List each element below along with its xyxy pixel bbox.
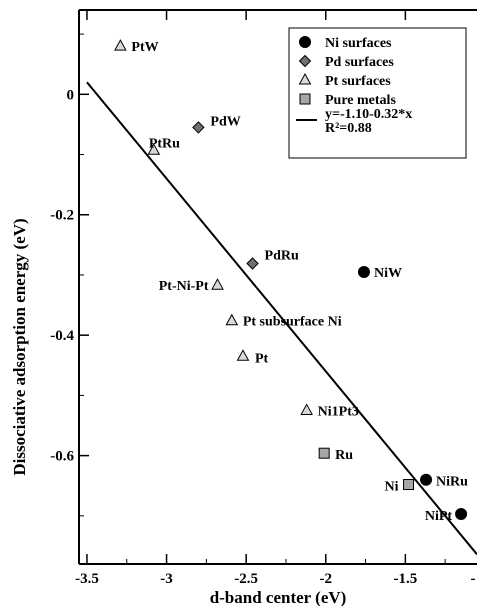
point-label: Ni1Pt3 (318, 404, 359, 419)
x-tick-label-truncated: - (471, 571, 476, 587)
legend: Ni surfaces Pd surfaces Pt surfaces Pure me… (289, 28, 466, 158)
x-axis-title: d-band center (eV) (210, 588, 347, 606)
point-label: PdW (210, 114, 240, 129)
legend-marker-circle (300, 37, 311, 48)
legend-fit-equation: y=-1.10-0.32*x (325, 107, 412, 122)
point-label: PdRu (265, 249, 299, 264)
point-label: Pt-Ni-Pt (159, 279, 209, 294)
legend-label: Pt surfaces (325, 74, 391, 89)
data-point-ru (319, 448, 329, 458)
point-label: NiPt (425, 509, 453, 524)
point-label: Pt (255, 351, 269, 366)
point-label: NiRu (436, 475, 468, 490)
y-axis-title: Dissociative adsorption energy (eV) (10, 218, 29, 475)
y-tick-label: -0.2 (50, 208, 74, 224)
point-label: PtW (131, 40, 158, 55)
x-tick-label: -3 (160, 571, 173, 587)
x-tick-label: -3.5 (75, 571, 99, 587)
y-tick-label: -0.4 (50, 328, 74, 344)
legend-fit-r2: R²=0.88 (325, 121, 372, 136)
data-point-ni (404, 480, 414, 490)
point-label: Pt subsurface Ni (243, 315, 342, 330)
data-point-nipt (456, 509, 467, 520)
legend-marker-square (300, 94, 310, 104)
data-point-niw (358, 266, 369, 277)
x-tick-label: -1.5 (393, 571, 417, 587)
y-tick-label: 0 (67, 87, 75, 103)
legend-label: Pd surfaces (325, 55, 394, 70)
x-tick-label: -2.5 (234, 571, 258, 587)
point-label: PtRu (149, 136, 180, 151)
legend-label: Pure metals (325, 93, 396, 108)
data-point-niru (421, 474, 432, 485)
legend-label: Ni surfaces (325, 36, 392, 51)
point-label: Ni (385, 480, 399, 495)
point-label: Ru (335, 448, 353, 463)
point-label: NiW (374, 266, 402, 281)
y-tick-label: -0.6 (50, 449, 74, 465)
x-tick-label: -2 (320, 571, 333, 587)
